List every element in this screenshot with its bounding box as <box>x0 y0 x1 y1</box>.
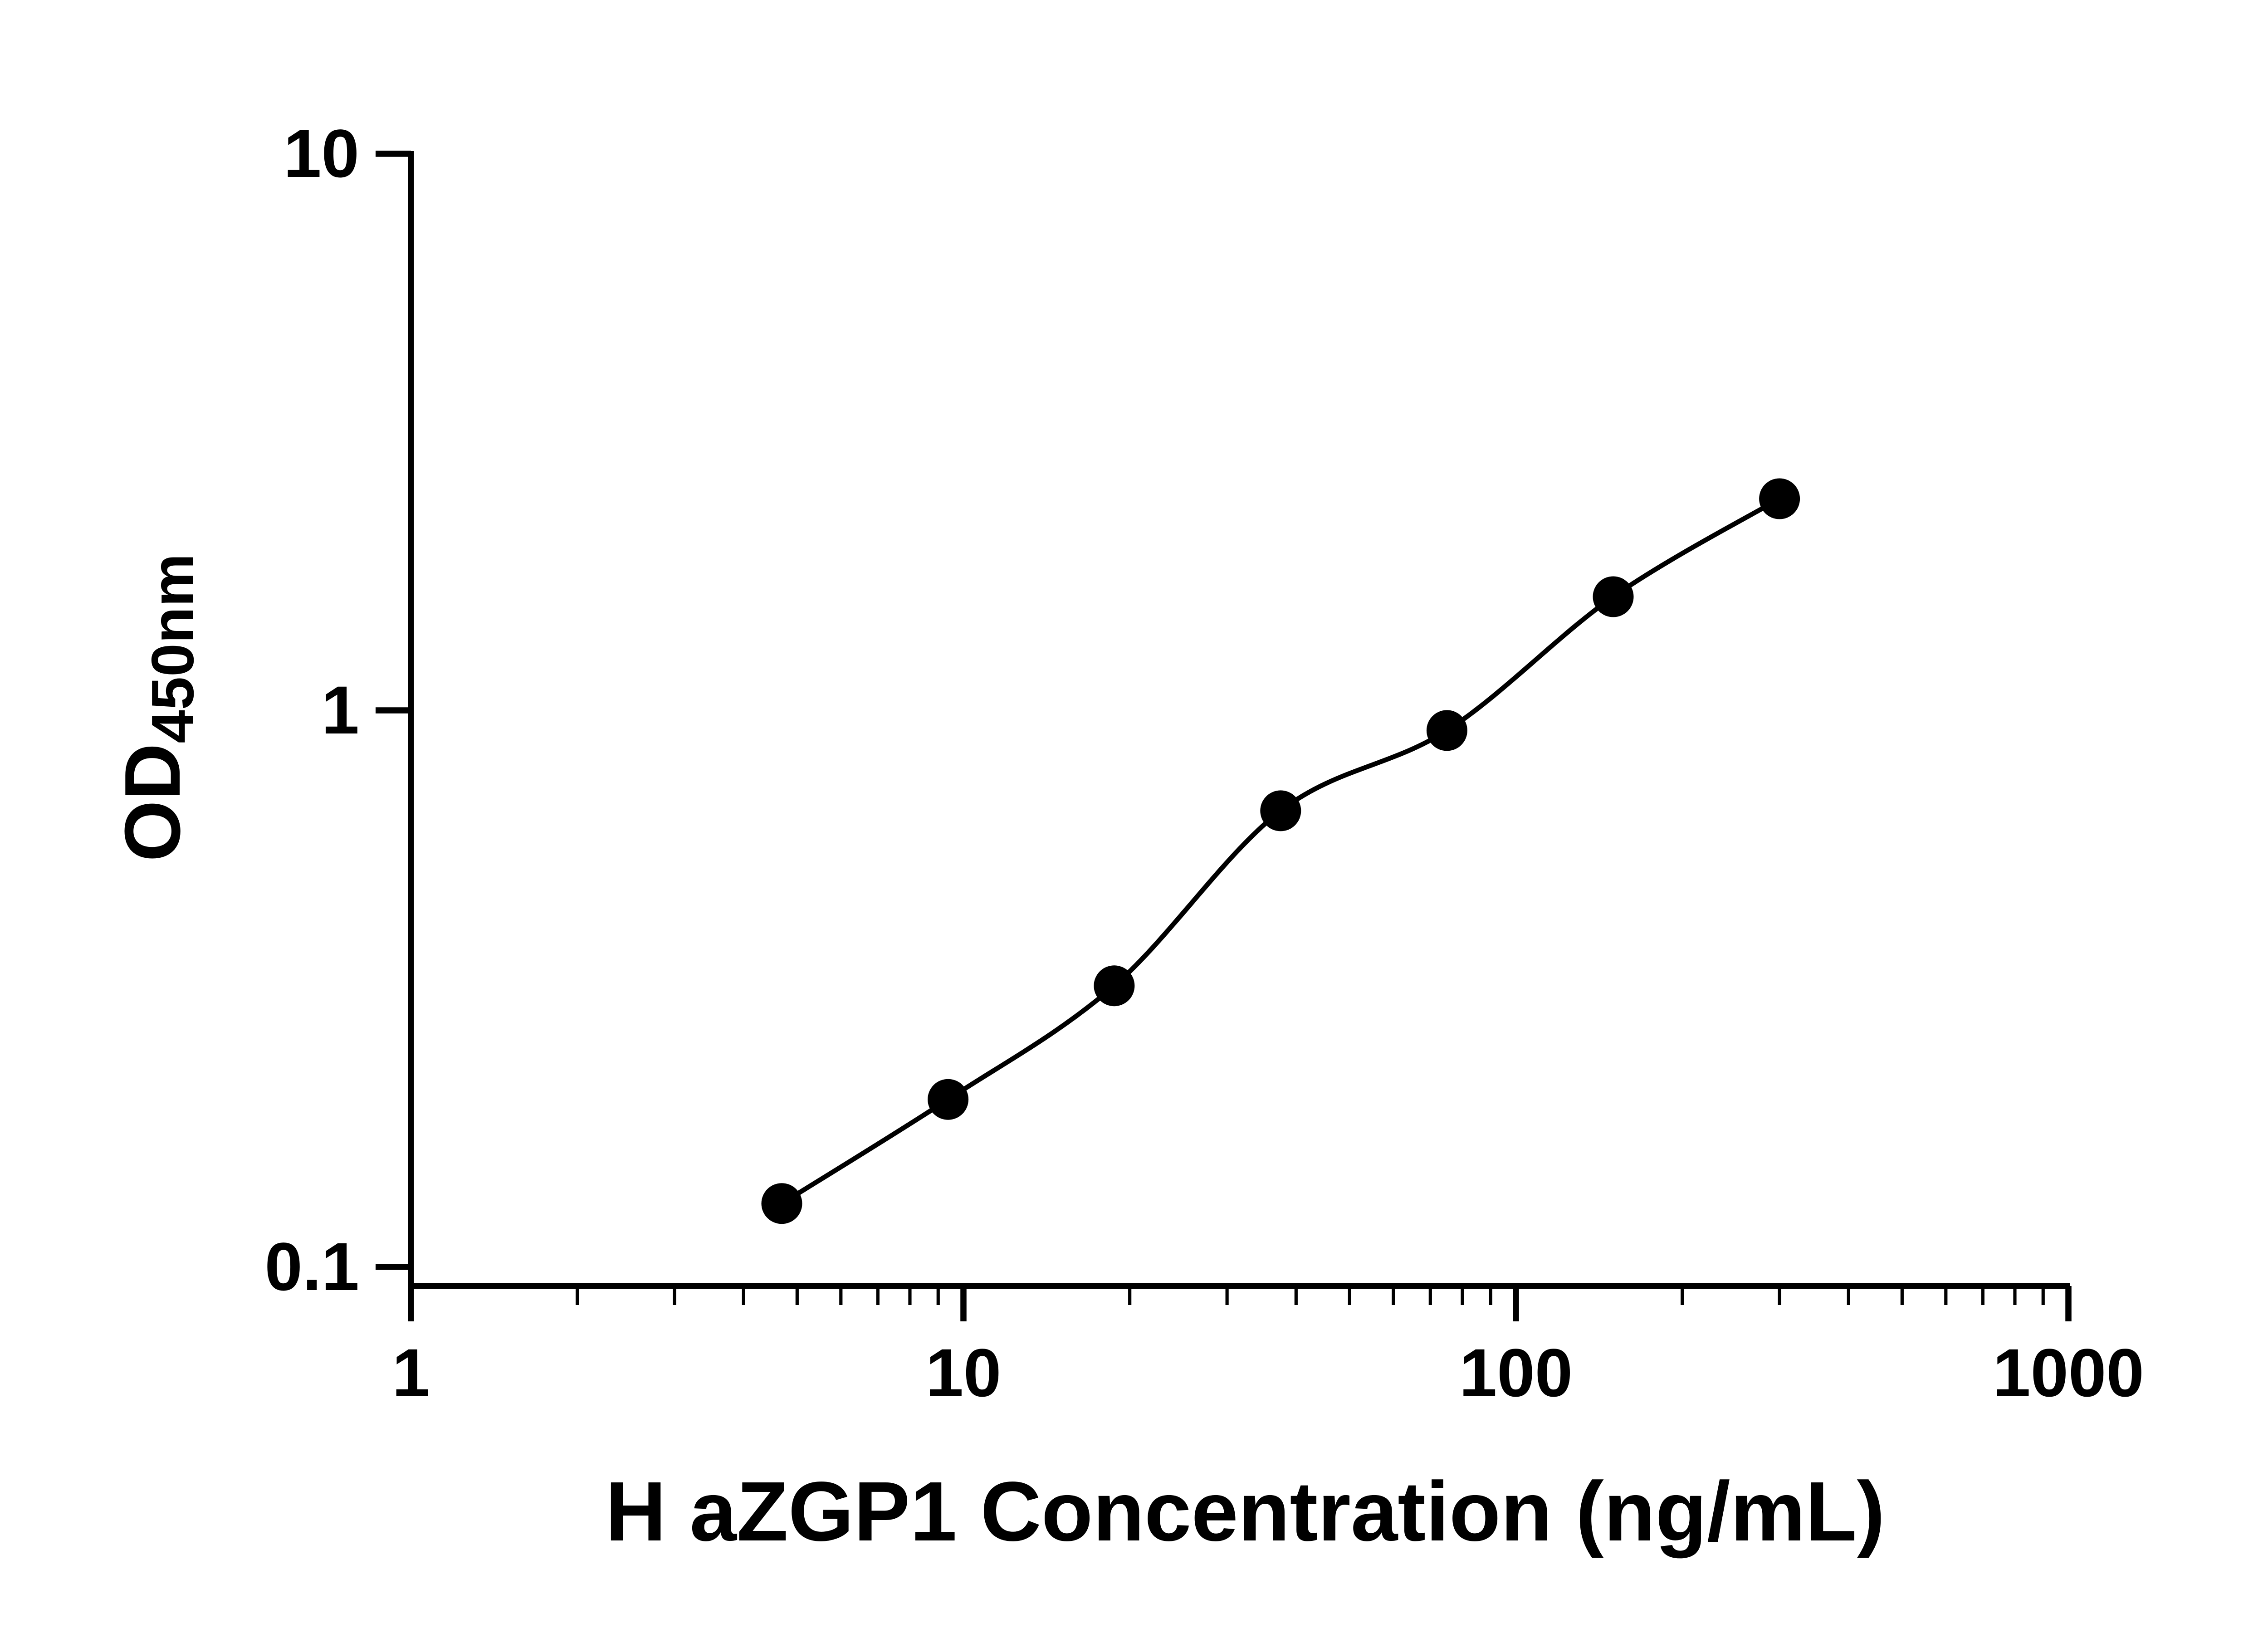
x-tick-label: 1 <box>392 1335 430 1411</box>
x-axis-minor-ticks <box>576 1286 2045 1305</box>
data-point <box>761 1183 802 1224</box>
data-point <box>1759 478 1800 519</box>
y-axis-title-main: OD <box>108 743 196 862</box>
data-point <box>1426 710 1467 751</box>
y-tick-label: 1 <box>322 672 359 748</box>
data-point <box>1094 965 1135 1007</box>
x-axis-ticks: 1 10 100 1000 <box>392 1286 2144 1411</box>
data-point <box>1260 790 1301 831</box>
x-tick-label: 1000 <box>1993 1335 2144 1411</box>
plot-area <box>408 151 2070 1289</box>
x-axis-title: H aZGP1 Concentration (ng/mL) <box>605 1465 1885 1559</box>
x-tick-label: 10 <box>926 1335 1002 1411</box>
y-axis-title-subscript: 450nm <box>139 553 206 743</box>
y-tick-label: 10 <box>284 115 359 191</box>
y-axis-title: OD450nm <box>108 553 206 861</box>
x-tick-label: 100 <box>1459 1335 1573 1411</box>
y-tick-label: 0.1 <box>264 1228 359 1305</box>
y-axis-ticks: 0.1 1 10 <box>264 115 411 1305</box>
data-point <box>1593 576 1634 617</box>
data-points <box>761 478 1800 1224</box>
data-point <box>928 1079 969 1120</box>
